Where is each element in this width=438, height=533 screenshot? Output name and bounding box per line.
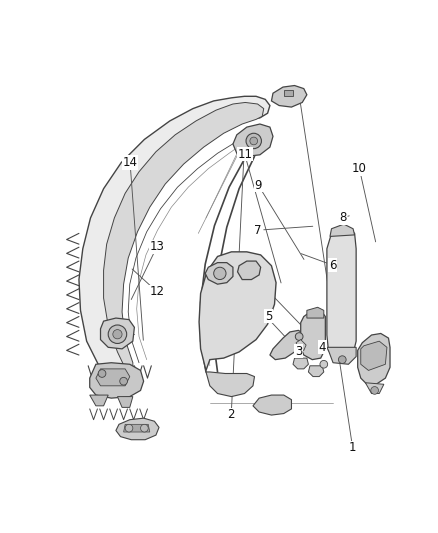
Polygon shape [90,395,108,406]
Polygon shape [103,102,264,368]
Text: 10: 10 [352,162,367,175]
Text: 7: 7 [254,224,262,237]
Polygon shape [205,263,233,284]
Polygon shape [90,363,144,398]
Polygon shape [327,348,356,364]
Text: 6: 6 [328,259,336,271]
Polygon shape [365,383,384,393]
Text: 9: 9 [254,179,262,191]
Circle shape [141,424,148,432]
Circle shape [295,333,303,341]
Text: 12: 12 [149,285,165,298]
Circle shape [371,386,378,394]
Polygon shape [308,366,324,377]
Polygon shape [79,96,270,374]
Polygon shape [199,252,276,370]
Polygon shape [96,369,130,386]
Text: 1: 1 [349,441,357,454]
Circle shape [108,325,127,343]
Polygon shape [237,261,261,280]
Circle shape [339,356,346,364]
Circle shape [98,370,106,377]
Polygon shape [293,358,308,369]
Polygon shape [284,90,293,96]
Text: 4: 4 [318,341,326,353]
Circle shape [120,377,127,385]
Text: 8: 8 [339,212,346,224]
Circle shape [125,424,133,432]
Polygon shape [117,397,133,407]
Polygon shape [358,334,390,384]
Polygon shape [270,330,304,360]
Circle shape [246,133,261,149]
Polygon shape [296,340,306,350]
Text: 5: 5 [265,310,272,323]
Polygon shape [116,418,159,440]
Circle shape [250,137,258,145]
Polygon shape [361,341,387,370]
Polygon shape [253,395,291,415]
Polygon shape [307,308,324,318]
Polygon shape [206,372,254,397]
Circle shape [113,329,122,339]
Polygon shape [100,318,134,349]
Text: 13: 13 [150,240,164,253]
Polygon shape [124,424,150,432]
Text: 14: 14 [123,156,138,169]
Text: 2: 2 [227,408,235,422]
Circle shape [320,360,328,368]
Polygon shape [233,124,273,156]
Polygon shape [301,310,325,360]
Polygon shape [327,229,356,360]
Polygon shape [330,224,355,237]
Polygon shape [272,85,307,107]
Text: 3: 3 [295,345,302,358]
Circle shape [214,267,226,280]
Text: 11: 11 [237,148,252,161]
